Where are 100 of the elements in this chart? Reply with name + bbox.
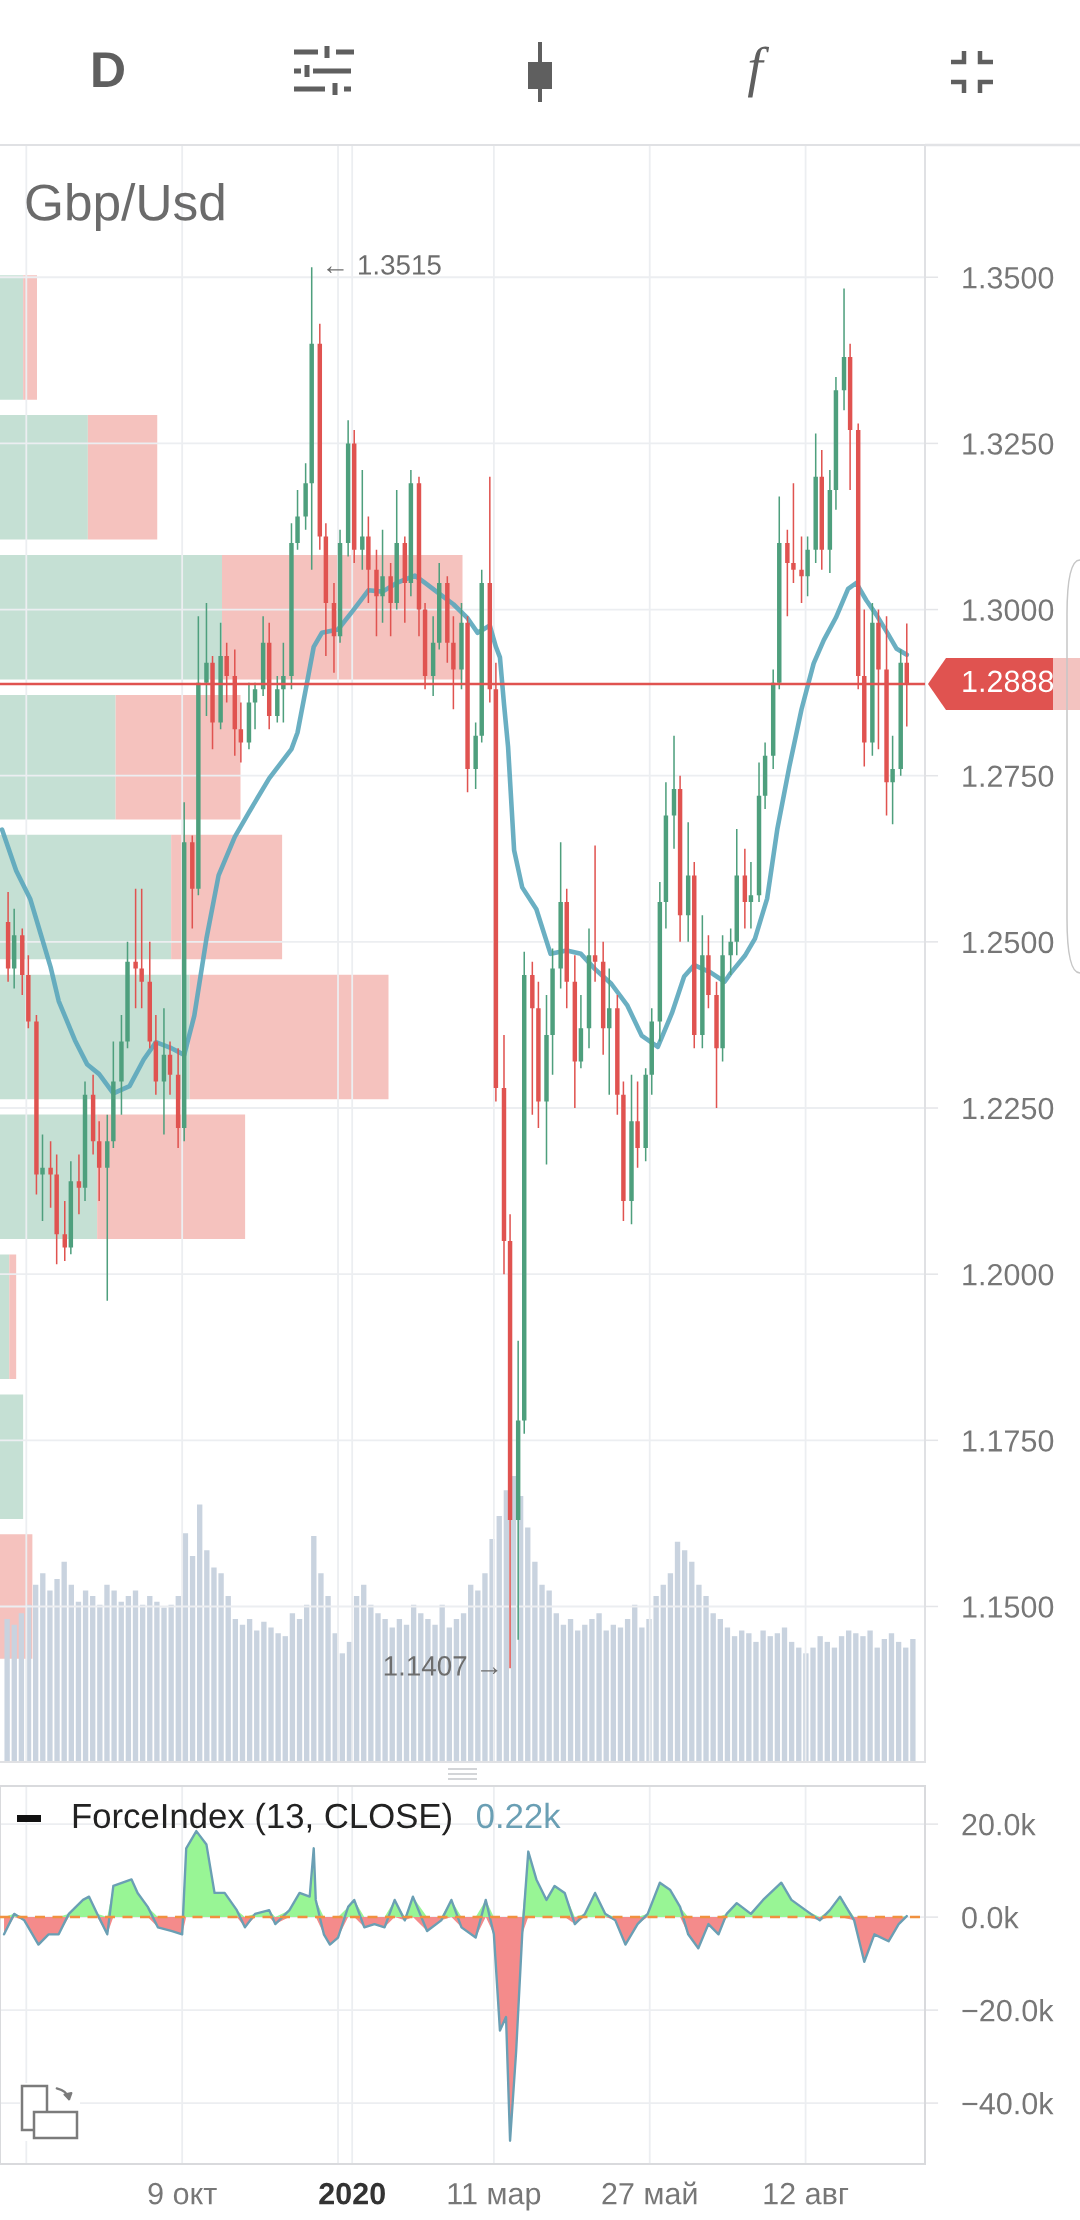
y-tick-label: −40.0k bbox=[962, 2092, 1054, 2115]
bar bbox=[767, 1636, 773, 1762]
bar bbox=[525, 1527, 531, 1762]
bar bbox=[717, 1619, 723, 1762]
y-tick-label: 1.2750 bbox=[963, 765, 1054, 788]
bar bbox=[4, 1619, 10, 1762]
candlestick bbox=[76, 1154, 82, 1215]
y-tick-label: 1.1750 bbox=[963, 1430, 1054, 1452]
annotation: ← 1.3515 bbox=[327, 255, 441, 275]
bar bbox=[888, 1633, 895, 1762]
candlestick bbox=[607, 968, 612, 1095]
y-tick-label: 1.1500 bbox=[963, 1596, 1054, 1618]
bar bbox=[175, 1596, 181, 1762]
bar bbox=[40, 1573, 46, 1762]
bar bbox=[553, 1613, 559, 1762]
bar bbox=[575, 1630, 581, 1762]
bar bbox=[0, 415, 88, 540]
bar bbox=[567, 1619, 574, 1762]
y-tick-label: 1.2000 bbox=[963, 1263, 1054, 1286]
candlestick bbox=[671, 735, 677, 849]
bar bbox=[632, 1604, 638, 1762]
bar bbox=[910, 1639, 916, 1762]
bar bbox=[0, 275, 24, 400]
text: D bbox=[93, 52, 124, 87]
bar bbox=[781, 1627, 788, 1762]
bar bbox=[97, 1114, 246, 1240]
bar bbox=[846, 1630, 852, 1762]
bar bbox=[11, 1624, 17, 1762]
x-tick-label: 12 авг bbox=[764, 2182, 849, 2205]
bar bbox=[788, 1641, 795, 1762]
bar bbox=[468, 1584, 474, 1762]
bar bbox=[838, 1636, 845, 1762]
y-tick-label: 1.3500 bbox=[963, 266, 1054, 289]
bar bbox=[667, 1573, 674, 1762]
bar bbox=[225, 1596, 231, 1762]
bar bbox=[674, 1541, 681, 1762]
bar bbox=[739, 1630, 745, 1762]
bar bbox=[32, 1584, 39, 1762]
bar bbox=[189, 974, 389, 1100]
y-tick-label: 1.2500 bbox=[963, 931, 1054, 954]
bar bbox=[139, 1604, 146, 1762]
chart-title: ForceIndex (13, CLOSE) bbox=[73, 1802, 451, 1836]
bar bbox=[182, 1533, 189, 1762]
bar bbox=[603, 1630, 609, 1762]
bar bbox=[624, 1619, 631, 1762]
bar bbox=[724, 1627, 731, 1762]
bar bbox=[731, 1636, 738, 1762]
bar bbox=[0, 1394, 24, 1519]
bar bbox=[9, 1254, 17, 1380]
text: Gbp/Usd bbox=[26, 183, 224, 231]
candlestick bbox=[62, 1201, 67, 1261]
bar bbox=[617, 1627, 624, 1762]
ref-line-label: 1.2888 bbox=[963, 670, 1054, 693]
bar bbox=[0, 1254, 10, 1380]
candlestick bbox=[841, 288, 847, 411]
bar bbox=[874, 1647, 880, 1762]
bar bbox=[303, 1604, 310, 1762]
bar bbox=[853, 1633, 859, 1762]
y-tick-label: 20.0k bbox=[962, 1813, 1036, 1836]
bar bbox=[353, 1596, 360, 1762]
bar bbox=[132, 1590, 139, 1762]
bar bbox=[339, 1653, 345, 1762]
candlestick bbox=[238, 702, 244, 763]
text: f bbox=[747, 46, 770, 98]
bar bbox=[87, 415, 158, 540]
x-tick-label: 9 окт bbox=[148, 2182, 217, 2205]
bar bbox=[282, 1636, 288, 1762]
annotation: 0.22k bbox=[476, 1802, 561, 1829]
bar bbox=[361, 1584, 367, 1762]
bar bbox=[610, 1624, 617, 1762]
y-tick-label: 1.3250 bbox=[963, 433, 1054, 455]
bar bbox=[204, 1550, 210, 1762]
bar bbox=[147, 1596, 153, 1762]
bar bbox=[232, 1619, 239, 1762]
bar bbox=[881, 1639, 888, 1762]
bar bbox=[246, 1619, 253, 1762]
bar bbox=[660, 1584, 666, 1762]
bar bbox=[710, 1613, 716, 1762]
bar bbox=[831, 1647, 838, 1762]
y-tick-label: 0.0k bbox=[962, 1906, 1019, 1929]
bar bbox=[82, 1590, 89, 1762]
bar bbox=[560, 1624, 567, 1762]
bar bbox=[774, 1633, 781, 1762]
bar bbox=[289, 1613, 296, 1762]
bar bbox=[197, 1504, 203, 1762]
candlestick bbox=[742, 848, 748, 929]
bar bbox=[582, 1624, 588, 1762]
bar bbox=[296, 1619, 303, 1762]
bar bbox=[311, 1536, 317, 1762]
bar bbox=[681, 1550, 688, 1762]
bar bbox=[689, 1561, 695, 1762]
y-tick-label: −20.0k bbox=[962, 1999, 1054, 2022]
bar bbox=[510, 1476, 517, 1762]
bar bbox=[68, 1584, 74, 1762]
bar bbox=[118, 1601, 124, 1762]
line-series bbox=[0, 573, 910, 1096]
bar bbox=[189, 1556, 196, 1762]
bar bbox=[61, 1561, 67, 1762]
bar bbox=[824, 1641, 830, 1762]
bar bbox=[503, 1490, 510, 1762]
